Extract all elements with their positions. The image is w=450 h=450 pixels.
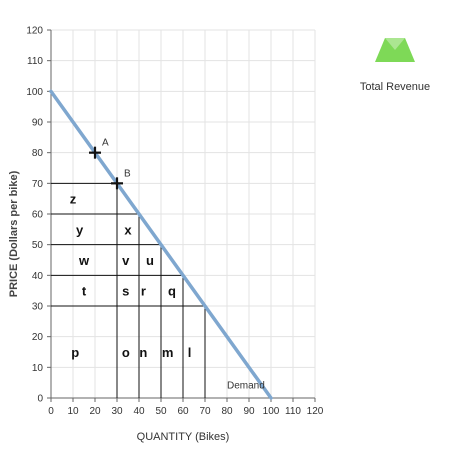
y-tick-label: 10 — [32, 363, 44, 374]
x-tick-label: 110 — [285, 406, 301, 417]
legend: Total Revenue — [355, 36, 435, 93]
x-tick-label: 0 — [48, 406, 54, 417]
y-tick-label: 50 — [32, 240, 44, 251]
region-label: z — [70, 192, 77, 207]
y-axis-title: PRICE (Dollars per bike) — [8, 170, 20, 297]
x-axis-title: QUANTITY (Bikes) — [137, 431, 230, 443]
region-label: l — [188, 345, 192, 360]
point-label: B — [124, 168, 131, 179]
region-label: p — [71, 345, 79, 360]
x-tick-label: 90 — [243, 406, 255, 417]
y-tick-label: 100 — [26, 87, 43, 98]
region-label: w — [78, 253, 90, 268]
region-label: s — [122, 284, 129, 299]
y-tick-label: 80 — [32, 148, 44, 159]
x-tick-label: 30 — [111, 406, 123, 417]
y-tick-label: 120 — [26, 26, 43, 37]
y-tick-label: 20 — [32, 332, 44, 343]
demand-line — [49, 89, 273, 400]
x-tick-label: 10 — [67, 406, 79, 417]
y-tick-label: 40 — [32, 271, 44, 282]
green-trapezoid-marker-icon — [375, 38, 415, 62]
demand-annotation: Demand — [227, 381, 265, 392]
region-label: n — [139, 345, 147, 360]
x-tick-label: 50 — [155, 406, 167, 417]
x-tick-label: 60 — [177, 406, 189, 417]
y-tick-label: 0 — [37, 394, 43, 405]
x-tick-label: 120 — [307, 406, 324, 417]
y-tick-label: 60 — [32, 210, 44, 221]
x-tick-label: 70 — [199, 406, 211, 417]
region-label: y — [76, 222, 84, 237]
region-label: o — [122, 345, 130, 360]
region-label: t — [82, 284, 87, 299]
y-tick-label: 110 — [27, 56, 43, 67]
x-tick-label: 40 — [133, 406, 145, 417]
region-label: v — [122, 253, 130, 268]
region-label: q — [168, 284, 176, 299]
region-label: u — [146, 253, 154, 268]
x-tick-label: 100 — [263, 406, 280, 417]
x-tick-label: 20 — [89, 406, 101, 417]
region-label: r — [141, 284, 146, 299]
y-tick-label: 30 — [32, 302, 44, 313]
x-tick-label: 80 — [221, 406, 233, 417]
y-tick-label: 90 — [32, 118, 44, 129]
region-label: x — [124, 222, 132, 237]
point-label: A — [102, 138, 109, 149]
region-label: m — [162, 345, 174, 360]
y-tick-label: 70 — [32, 179, 44, 190]
legend-label: Total Revenue — [359, 81, 431, 93]
